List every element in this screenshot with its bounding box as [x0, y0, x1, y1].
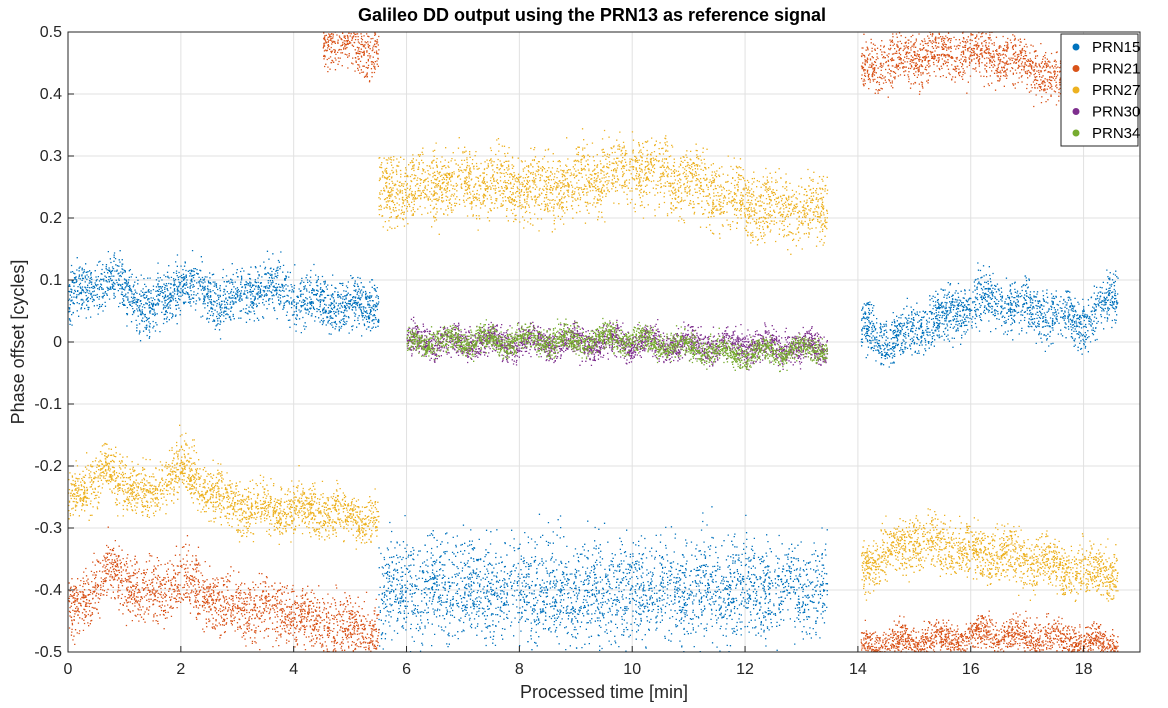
x-tick-label: 2: [176, 661, 185, 678]
legend-marker-prn27: [1072, 86, 1080, 94]
x-tick-label: 18: [1075, 661, 1093, 678]
legend: PRN15 PRN21 PRN27 PRN30 PRN34: [1060, 33, 1140, 147]
y-tick-label: -0.5: [34, 644, 62, 661]
y-tick-label: -0.2: [34, 458, 62, 475]
scatter-points-prn27-2: [861, 508, 1119, 603]
scatter-points-prn15-0: [68, 249, 380, 342]
y-axis-label: Phase offset [cycles]: [8, 260, 28, 425]
chart-title: Galileo DD output using the PRN13 as ref…: [358, 5, 826, 25]
x-axis-label: Processed time [min]: [520, 682, 688, 702]
legend-label-prn27: PRN27: [1092, 82, 1140, 99]
scatter-points-prn21-0: [68, 526, 380, 653]
x-tick-label: 0: [64, 661, 73, 678]
y-tick-label: 0.1: [40, 272, 62, 289]
legend-marker-prn30: [1072, 108, 1080, 115]
plot-area: [67, 31, 1141, 653]
x-tick-label: 16: [962, 661, 980, 678]
x-tick-label: 8: [515, 661, 524, 678]
x-tick-label: 14: [849, 661, 867, 678]
y-tick-label: 0: [53, 334, 62, 351]
x-axis-ticks: 0 2 4 6 8 10 12 14 16 18: [64, 646, 1093, 678]
legend-label-prn30: PRN30: [1092, 104, 1140, 121]
y-axis-ticks: 0.5 0.4 0.3 0.2 0.1 0 -0.1 -0.2 -0.3 -0.4 -0.5: [34, 24, 74, 661]
y-tick-label: 0.5: [40, 24, 62, 41]
y-tick-label: 0.3: [40, 148, 62, 165]
y-tick-label: -0.3: [34, 520, 62, 537]
legend-marker-prn34: [1072, 129, 1080, 137]
scatter-points-prn21-1: [322, 31, 380, 83]
x-tick-label: 4: [289, 661, 298, 678]
legend-label-prn15: PRN15: [1092, 39, 1140, 56]
x-tick-label: 12: [736, 661, 754, 678]
scatter-points-prn34-0: [406, 317, 828, 373]
legend-label-prn21: PRN21: [1092, 61, 1140, 78]
scatter-points-prn27-0: [68, 424, 380, 550]
x-tick-label: 10: [623, 661, 641, 678]
data-points: [68, 31, 1119, 653]
y-tick-label: -0.1: [34, 396, 62, 413]
x-tick-label: 6: [402, 661, 411, 678]
series-prn15: [68, 249, 1119, 653]
scatter-points-prn15-1: [378, 506, 829, 653]
scatter-points-prn21-3: [860, 610, 1119, 653]
y-tick-label: 0.2: [40, 210, 62, 227]
scatter-points-prn27-1: [378, 128, 829, 255]
legend-marker-prn21: [1072, 65, 1080, 72]
legend-marker-prn15: [1072, 43, 1080, 51]
series-prn27: [68, 128, 1119, 603]
y-tick-label: 0.4: [40, 86, 62, 103]
scatter-points-prn15-2: [860, 262, 1119, 368]
series-prn21: [68, 31, 1119, 653]
y-tick-label: -0.4: [34, 582, 62, 599]
series-prn34: [406, 317, 828, 373]
legend-label-prn34: PRN34: [1092, 125, 1140, 142]
